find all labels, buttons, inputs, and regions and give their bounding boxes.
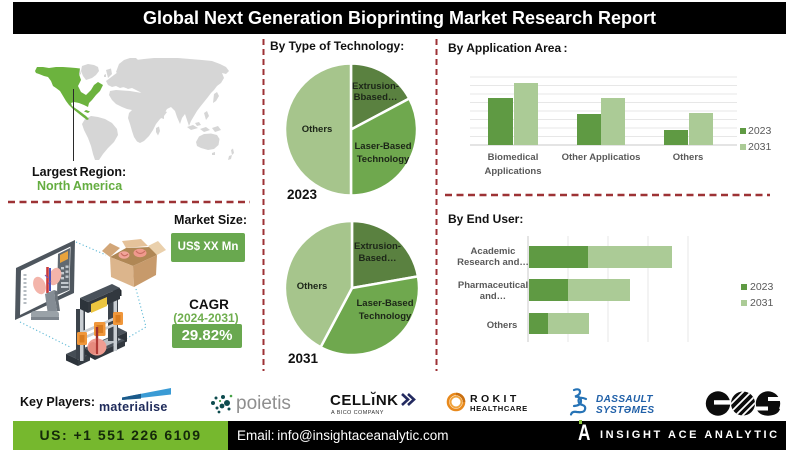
svg-text:A BICO COMPANY: A BICO COMPANY (331, 410, 384, 416)
svg-text:2031: 2031 (748, 141, 772, 153)
svg-text:2023: 2023 (750, 281, 774, 293)
svg-text:ROKIT: ROKIT (470, 393, 520, 405)
svg-text:SYSTƏMES: SYSTƏMES (596, 405, 654, 416)
svg-text:materialise: materialise (99, 400, 168, 414)
svg-text:HEALTHCARE: HEALTHCARE (470, 404, 528, 413)
svg-text:2023: 2023 (748, 125, 772, 137)
svg-text:CELLı̆NK: CELLı̆NK (330, 391, 399, 409)
svg-text:2031: 2031 (750, 297, 774, 309)
svg-text:DASSAULT: DASSAULT (596, 394, 653, 405)
svg-text:poietis: poietis (236, 393, 291, 414)
